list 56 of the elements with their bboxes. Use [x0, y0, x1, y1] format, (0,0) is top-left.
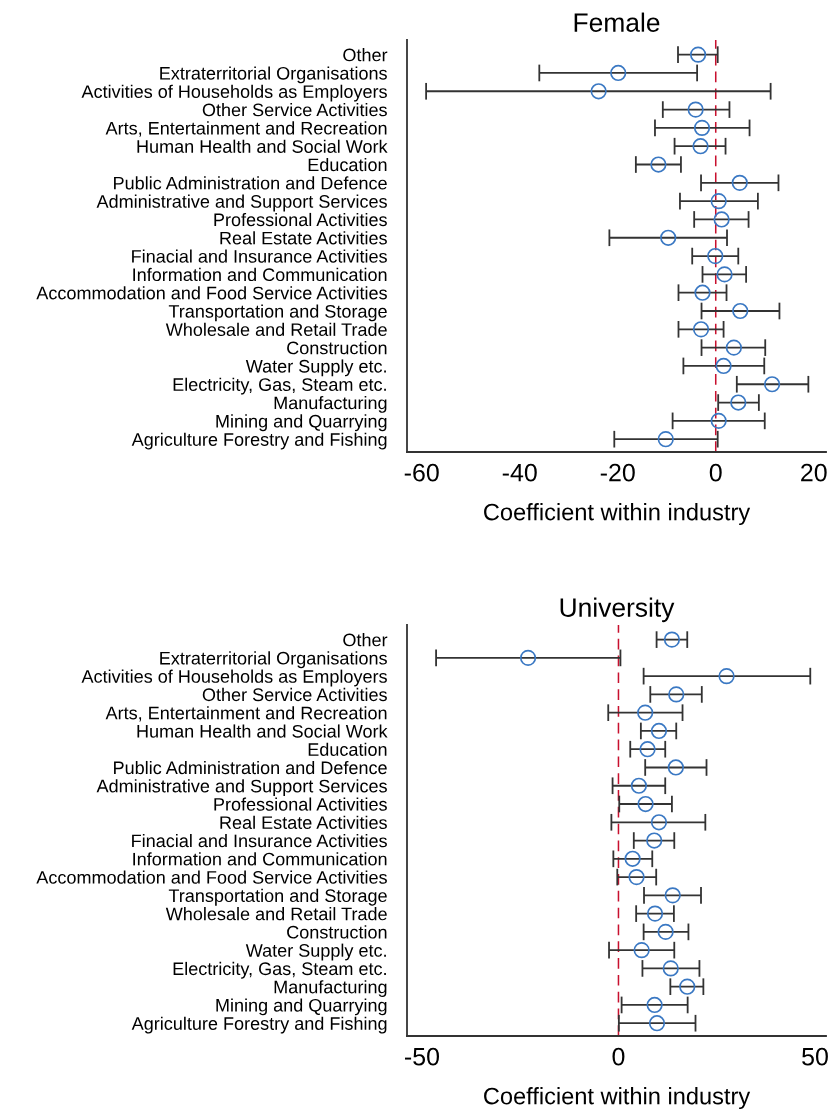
y-tick-label: Mining and Quarrying: [216, 414, 387, 432]
y-tick-label: Agriculture Forestry and Fishing: [131, 1016, 387, 1034]
y-tick-label: Finacial and Insurance Activities: [132, 834, 387, 848]
y-tick-label: Education: [308, 157, 387, 172]
x-tick-label: -50: [404, 1047, 440, 1066]
y-tick-label: Arts, Entertainment and Recreation: [105, 121, 387, 137]
x-axis-title: Coefficient within industry: [484, 503, 751, 526]
y-tick-label: Electricity, Gas, Steam etc.: [173, 961, 386, 979]
x-tick-label: 0: [709, 463, 722, 482]
y-tick-label: Manufacturing: [274, 396, 387, 413]
y-tick-label: Real Estate Activities: [220, 231, 387, 245]
y-tick-label: Information and Communication: [133, 852, 387, 866]
y-tick-label: Wholesale and Retail Trade: [165, 907, 387, 921]
y-tick-label: Education: [308, 742, 387, 756]
y-tick-label: Activities of Households as Employers: [81, 84, 387, 102]
y-tick-label: Accommodation and Food Service Activities: [36, 286, 387, 300]
y-tick-label: Wholesale and Retail Trade: [165, 322, 387, 337]
y-tick-label: Extraterritorial Organisations: [160, 66, 387, 84]
y-tick-label: Activities of Households as Employers: [81, 669, 387, 687]
x-tick-label: -60: [404, 463, 439, 482]
y-tick-label: Mining and Quarrying: [216, 998, 387, 1016]
y-tick-label: Public Administration and Defence: [114, 760, 387, 775]
y-tick-label: Other Service Activities: [202, 103, 387, 117]
y-tick-label: Professional Activities: [214, 797, 387, 811]
y-tick-label: Transportation and Storage: [168, 304, 387, 322]
y-tick-label: Extraterritorial Organisations: [160, 651, 387, 669]
y-tick-label: Administrative and Support Services: [96, 194, 387, 212]
y-tick-label: Human Health and Social Work: [137, 139, 388, 153]
y-tick-label: Electricity, Gas, Steam etc.: [173, 377, 386, 395]
y-tick-label: Arts, Entertainment and Recreation: [105, 706, 387, 722]
x-axis-title: Coefficient within industry: [484, 1087, 751, 1110]
y-tick-label: Public Administration and Defence: [114, 176, 387, 190]
y-tick-label: Agriculture Forestry and Fishing: [131, 432, 387, 450]
y-tick-label: Real Estate Activities: [220, 815, 387, 829]
y-tick-label: Accommodation and Food Service Activities: [36, 870, 387, 884]
y-tick-label: Manufacturing: [274, 980, 387, 997]
x-tick-label: 0: [612, 1047, 625, 1066]
y-tick-label: Transportation and Storage: [168, 888, 387, 906]
y-tick-label: Construction: [287, 341, 387, 355]
y-tick-label: Information and Communication: [133, 267, 387, 282]
chart-title: Female: [574, 12, 660, 32]
y-tick-label: Professional Activities: [214, 212, 387, 227]
y-tick-label: Administrative and Support Services: [96, 779, 387, 797]
x-tick-label: -40: [502, 463, 537, 482]
y-tick-label: Human Health and Social Work: [137, 724, 388, 738]
y-tick-label: Water Supply etc.: [245, 943, 386, 961]
y-tick-label: Other Service Activities: [202, 687, 387, 702]
x-tick-label: 50: [802, 1047, 828, 1066]
x-tick-label: 20: [801, 463, 827, 482]
y-tick-label: Other: [343, 633, 388, 647]
y-tick-label: Construction: [287, 925, 387, 939]
y-tick-label: Other: [343, 48, 388, 62]
y-tick-label: Finacial and Insurance Activities: [132, 249, 387, 263]
x-tick-label: -20: [600, 463, 635, 482]
y-tick-label: Water Supply etc.: [245, 359, 386, 377]
chart-title: University: [560, 597, 675, 623]
